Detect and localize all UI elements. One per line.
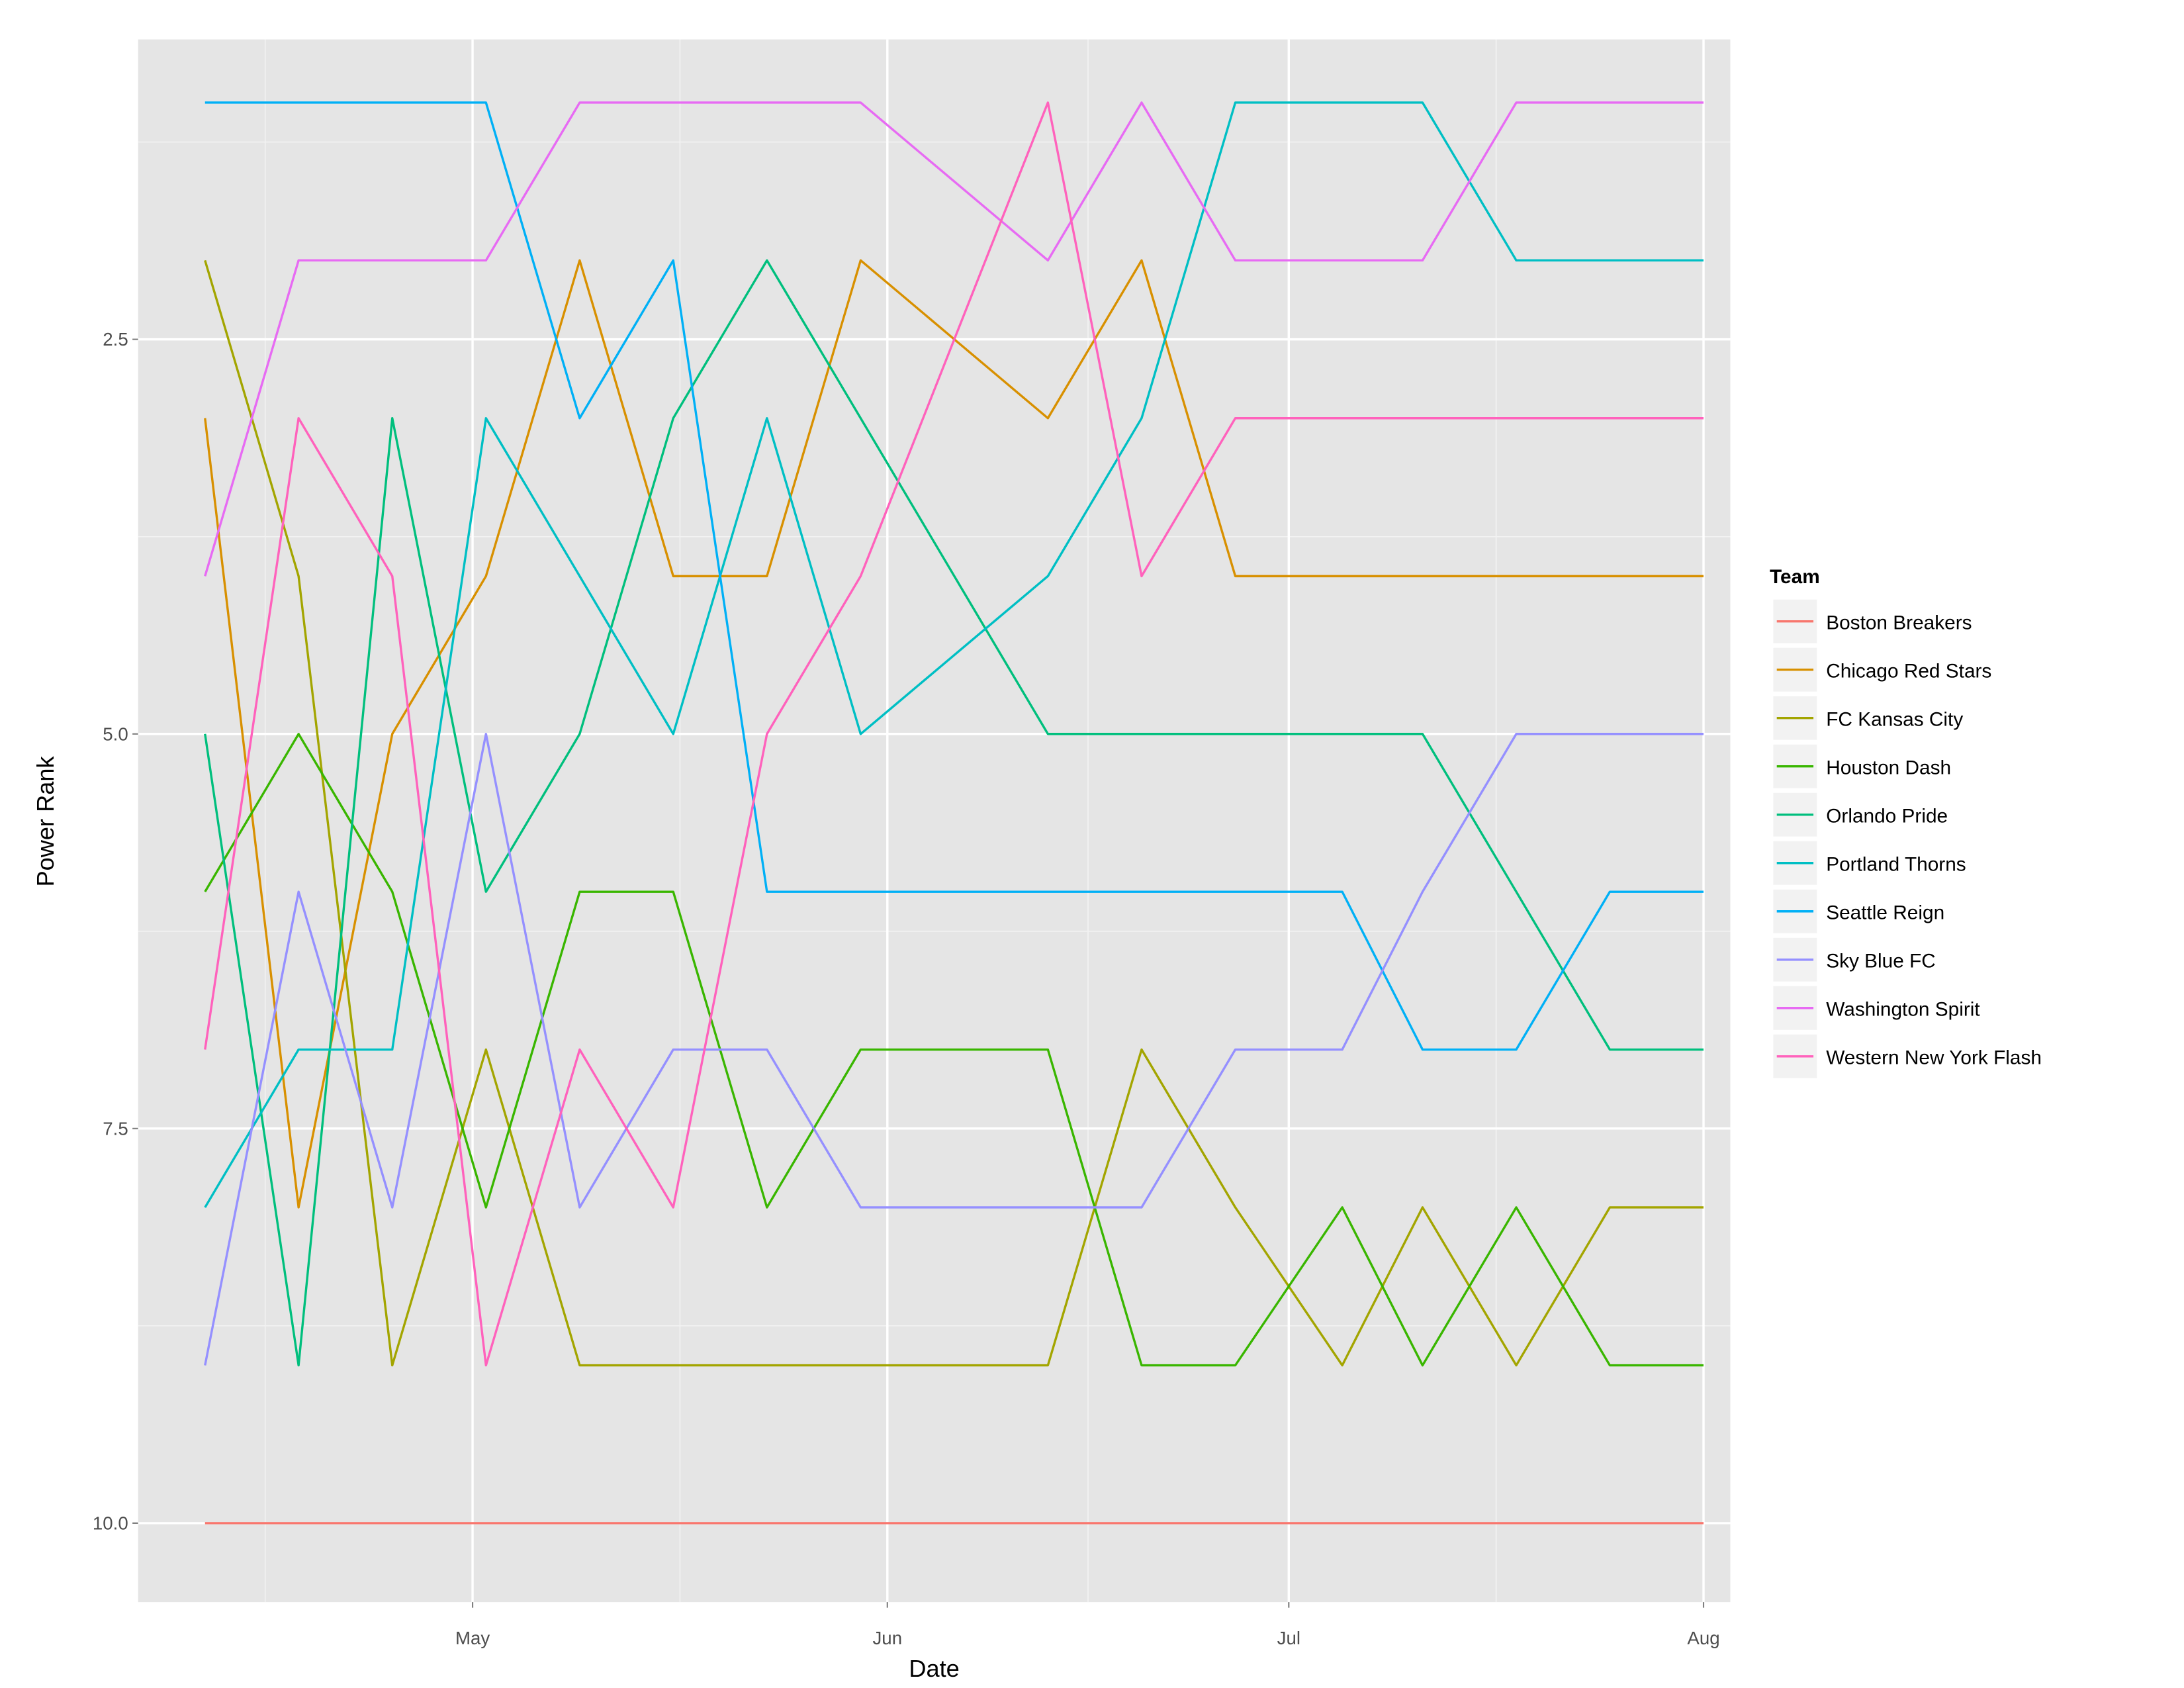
series-line-western-new-york-flash <box>204 101 1704 1367</box>
x-axis-title: Date <box>909 1655 959 1682</box>
y-axis-title: Power Rank <box>32 756 59 887</box>
legend-label: FC Kansas City <box>1826 708 1963 730</box>
legend-item: FC Kansas City <box>1772 694 1963 741</box>
legend-label: Boston Breakers <box>1826 612 1972 633</box>
y-tick-label: 2.5 <box>103 329 128 350</box>
series-line-washington-spirit <box>204 101 1704 577</box>
legend-item: Chicago Red Stars <box>1772 646 1991 693</box>
legend: Team Boston Breakers Chicago Red Stars FC … <box>1770 566 2042 1080</box>
panel-background <box>138 39 1731 1603</box>
y-tick-label: 10.0 <box>93 1513 128 1534</box>
legend-item: Seattle Reign <box>1772 888 1944 935</box>
series-line-houston-dash <box>204 733 1704 1367</box>
y-tick-label: 5.0 <box>103 724 128 744</box>
x-axis: May Jun Jul Aug <box>455 1602 1720 1648</box>
legend-label: Houston Dash <box>1826 757 1951 778</box>
legend-label: Seattle Reign <box>1826 902 1944 923</box>
y-tick-label: 7.5 <box>103 1118 128 1139</box>
x-tick-label: May <box>455 1628 490 1648</box>
legend-label: Sky Blue FC <box>1826 950 1936 972</box>
legend-item: Houston Dash <box>1772 743 1951 790</box>
legend-title: Team <box>1770 566 1820 588</box>
legend-item: Boston Breakers <box>1772 598 1972 645</box>
y-axis: 2.5 5.0 7.5 10.0 <box>93 329 138 1534</box>
legend-item: Sky Blue FC <box>1772 936 1936 983</box>
legend-item: Orlando Pride <box>1772 791 1948 838</box>
x-tick-label: Jun <box>872 1628 902 1648</box>
legend-label: Washington Spirit <box>1826 998 1980 1020</box>
legend-label: Western New York Flash <box>1826 1047 2042 1068</box>
legend-label: Portland Thorns <box>1826 853 1966 875</box>
legend-label: Orlando Pride <box>1826 805 1948 827</box>
legend-item: Portland Thorns <box>1772 839 1966 886</box>
legend-item: Western New York Flash <box>1772 1033 2042 1080</box>
legend-item: Washington Spirit <box>1772 984 1980 1031</box>
legend-label: Chicago Red Stars <box>1826 660 1991 682</box>
series-lines <box>204 101 1704 1524</box>
x-tick-label: Jul <box>1277 1628 1300 1648</box>
series-line-seattle-reign <box>205 101 1704 1051</box>
x-tick-label: Aug <box>1687 1628 1719 1648</box>
